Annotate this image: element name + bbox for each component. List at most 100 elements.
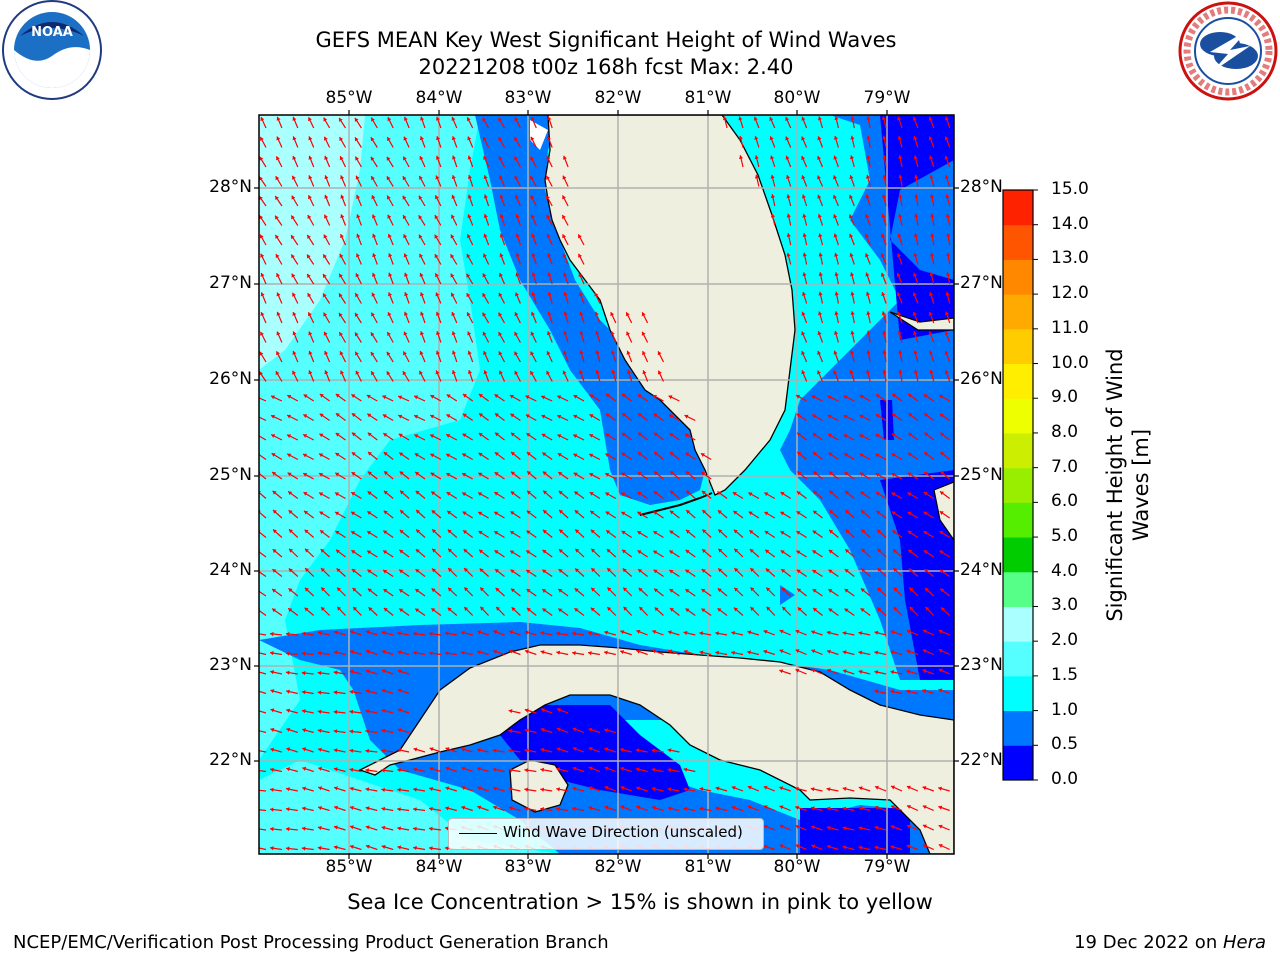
- wind-arrow-head: [403, 331, 408, 336]
- wind-arrow-head: [938, 805, 943, 810]
- wind-arrow-head: [514, 312, 519, 317]
- wind-arrow-head: [749, 530, 754, 535]
- wind-arrow-head: [747, 650, 751, 655]
- wind-arrow-head: [591, 587, 596, 592]
- colorbar-segment: [1003, 363, 1033, 399]
- wind-arrow-head: [849, 155, 855, 160]
- wind-arrow-head: [445, 747, 450, 752]
- wind-arrow-head: [431, 510, 436, 515]
- wind-arrow-head: [913, 350, 918, 355]
- wind-arrow-head: [272, 472, 277, 476]
- wind-arrow-head: [478, 492, 483, 497]
- wind-arrow-head: [452, 155, 456, 160]
- wind-arrow-head: [337, 606, 342, 611]
- wind-arrow-head: [383, 608, 388, 612]
- wind-arrow-head: [323, 234, 328, 239]
- wind-arrow-head: [606, 394, 610, 398]
- wind-arrow-head: [817, 370, 821, 375]
- wind-arrow-head: [461, 805, 466, 810]
- wind-arrow-head: [431, 608, 436, 612]
- wind-arrow-head: [683, 630, 688, 636]
- wind-arrow-head: [828, 549, 833, 554]
- wind-arrow-head: [260, 312, 265, 316]
- wind-arrow-head: [786, 233, 791, 237]
- wind-arrow-head: [444, 846, 449, 851]
- wind-arrow-head: [435, 370, 440, 375]
- wind-arrow-head: [923, 492, 928, 496]
- wind-arrow-shaft: [259, 472, 267, 480]
- wind-arrow-head: [575, 548, 580, 553]
- wind-arrow-head: [861, 568, 866, 573]
- wind-arrow-head: [365, 825, 370, 830]
- wind-arrow-head: [589, 453, 594, 458]
- wind-arrow-head: [750, 568, 755, 572]
- wind-arrow-head: [371, 371, 375, 376]
- wind-arrow-head: [382, 414, 387, 419]
- wind-arrow-head: [562, 175, 567, 180]
- wind-arrow-head: [254, 728, 258, 732]
- wind-arrow-head: [874, 650, 879, 655]
- wind-arrow-head: [667, 630, 672, 635]
- wind-arrow-head: [367, 511, 372, 515]
- wind-arrow-head: [260, 136, 264, 141]
- wind-arrow-head: [292, 156, 297, 160]
- wind-arrow-head: [796, 550, 801, 555]
- wind-arrow-head: [270, 826, 274, 832]
- wind-arrow-head: [795, 805, 800, 810]
- wind-arrow-head: [782, 606, 787, 611]
- wind-arrow-head: [530, 371, 534, 375]
- wind-arrow-head: [429, 766, 434, 771]
- wind-arrow-head: [514, 156, 519, 161]
- wind-arrow-head: [897, 311, 902, 316]
- wind-arrow-head: [451, 331, 456, 336]
- wind-arrow-head: [254, 768, 258, 772]
- wind-arrow-head: [636, 629, 641, 634]
- wind-arrow-head: [622, 413, 627, 418]
- wind-arrow-head: [483, 351, 487, 355]
- wind-arrow-head: [781, 569, 786, 573]
- wind-arrow-head: [307, 215, 312, 219]
- wind-arrow-head: [260, 117, 265, 122]
- wind-arrow-head: [653, 413, 658, 418]
- wind-arrow-head: [898, 350, 903, 354]
- wind-arrow-head: [530, 195, 535, 200]
- wind-arrow-head: [574, 608, 579, 612]
- wind-arrow-head: [435, 175, 440, 180]
- wind-arrow-head: [414, 414, 419, 419]
- wind-arrow-head: [324, 155, 329, 160]
- wind-arrow-head: [748, 511, 753, 516]
- wind-arrow-head: [944, 370, 949, 375]
- wind-arrow-head: [748, 492, 753, 497]
- wind-arrow-head: [811, 630, 815, 635]
- colorbar-tick-label: 1.5: [1051, 664, 1079, 685]
- wind-arrow-head: [308, 155, 313, 160]
- wind-arrow-head: [524, 708, 529, 713]
- wind-arrow-head: [419, 370, 423, 375]
- wind-arrow-head: [877, 587, 882, 592]
- wind-arrow-head: [340, 370, 344, 375]
- wind-arrow-head: [579, 331, 584, 335]
- wind-arrow-head: [273, 510, 277, 514]
- lon-label-bottom: 80°W: [773, 857, 821, 877]
- wind-arrow-head: [842, 650, 847, 655]
- wind-arrow-head: [336, 568, 341, 573]
- wind-arrow-head: [875, 785, 879, 790]
- wind-arrow-head: [333, 767, 338, 772]
- wind-arrow-head: [940, 432, 945, 437]
- wind-arrow-head: [254, 788, 258, 792]
- lon-label-bottom: 79°W: [863, 857, 911, 877]
- nws-logo-icon: [1178, 1, 1278, 101]
- wind-arrow-head: [701, 608, 706, 613]
- wind-arrow-head: [573, 453, 578, 458]
- wind-arrow-head: [928, 350, 933, 355]
- wind-arrow-head: [801, 116, 806, 121]
- noaa-logo-icon: NOAA: [2, 0, 102, 100]
- wind-arrow-shaft: [259, 769, 267, 773]
- wind-arrow-head: [303, 492, 308, 496]
- wind-arrow-head: [813, 490, 818, 495]
- wind-arrow-head: [621, 511, 626, 516]
- wind-arrow-head: [356, 194, 360, 199]
- wind-arrow-head: [734, 587, 739, 592]
- wind-arrow-head: [817, 350, 822, 355]
- wind-arrow-head: [402, 215, 407, 220]
